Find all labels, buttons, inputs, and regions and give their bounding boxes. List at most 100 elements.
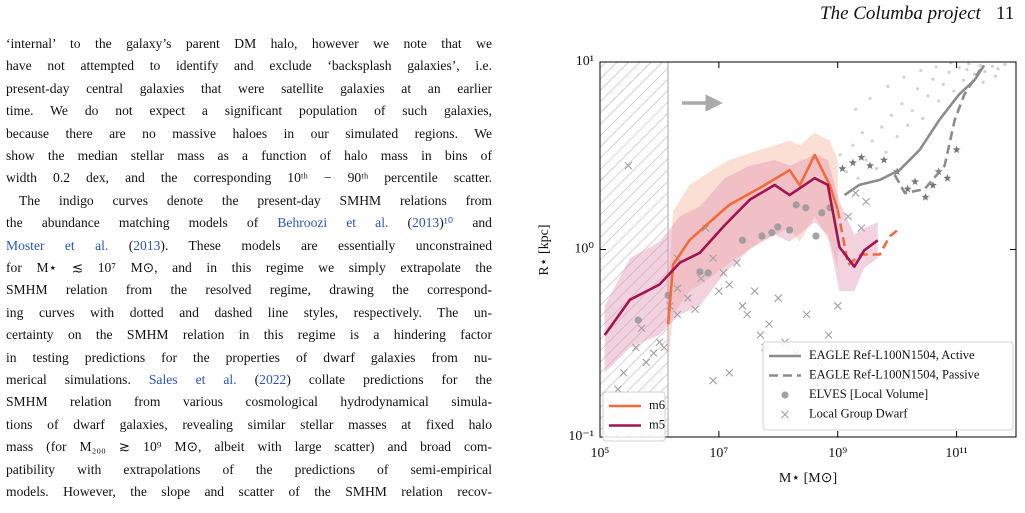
text-line: Moster et al. (2013). These models are e…: [6, 238, 492, 254]
marker: [833, 302, 842, 310]
marker: [725, 280, 734, 289]
citation-link[interactable]: 2013: [412, 215, 440, 231]
marker: [691, 305, 700, 314]
text-span: (: [108, 237, 134, 253]
marker: [844, 170, 848, 174]
marker: [874, 167, 879, 171]
citation-link[interactable]: Moster et al.: [6, 237, 109, 253]
legend-label: Local Group Dwarf: [809, 406, 908, 420]
marker: [812, 232, 820, 240]
text-line: time. We do not expect a significant pop…: [6, 103, 492, 119]
citation-link[interactable]: ¹⁰: [443, 215, 454, 231]
marker: [851, 189, 860, 197]
marker: [934, 65, 938, 69]
marker: [725, 368, 734, 377]
marker: [895, 135, 899, 139]
marker: [921, 193, 930, 201]
marker: [961, 78, 965, 82]
text-line: SMHM relation from various cosmological …: [6, 394, 492, 410]
marker: [743, 310, 752, 319]
marker: [996, 67, 1000, 71]
marker: [732, 258, 741, 267]
marker: [900, 101, 904, 106]
text-line: in testing predictions for the propertie…: [6, 349, 492, 365]
marker: [889, 113, 893, 117]
marker: [701, 224, 710, 233]
marker: [857, 224, 866, 233]
marker: [965, 68, 969, 72]
text-span: (: [388, 215, 413, 231]
marker: [972, 72, 977, 76]
marker: [750, 287, 759, 295]
text-line: patibility with extrapolations of the pr…: [6, 461, 492, 477]
marker: [704, 269, 712, 277]
x-tick-label: 10⁹: [828, 446, 847, 461]
citation-link[interactable]: Sales et al.: [148, 372, 237, 387]
marker: [993, 74, 997, 78]
legend-marker: [781, 391, 789, 399]
marker: [709, 376, 717, 385]
x-tick-label: 10¹¹: [945, 446, 967, 461]
marker: [952, 89, 956, 93]
x-tick-label: 10⁷: [709, 446, 728, 461]
marker: [915, 87, 920, 91]
legend-label: m6: [649, 398, 665, 412]
marker: [902, 75, 906, 79]
marker: [785, 226, 794, 234]
marker: [937, 99, 941, 103]
marker: [864, 158, 868, 162]
marker: [856, 176, 860, 180]
marker: [838, 153, 842, 157]
unresolved-hatch: [600, 62, 668, 437]
text-line: for M⋆ ≲ 10⁷ M⊙, and in this regime we s…: [6, 260, 492, 275]
text-line: show the median stellar mass as a functi…: [6, 148, 492, 163]
text-span: (: [236, 372, 260, 387]
legend-label: EAGLE Ref-L100N1504, Passive: [809, 367, 980, 381]
marker: [952, 145, 961, 154]
marker: [660, 343, 669, 352]
line: [893, 69, 982, 195]
citation-link[interactable]: 2022: [259, 372, 287, 387]
marker: [860, 131, 864, 135]
text-line: present-day central galaxies that were s…: [6, 80, 492, 96]
marker: [880, 155, 888, 164]
marker: [978, 63, 982, 67]
marker: [848, 158, 857, 167]
marker: [649, 349, 658, 358]
running-title: The Columba project: [820, 3, 981, 24]
y-axis-label: R⋆ [kpc]: [537, 224, 552, 275]
marker: [774, 294, 783, 303]
marker: [990, 64, 994, 68]
marker: [673, 310, 682, 319]
citation-link[interactable]: Behroozi et al.: [277, 215, 389, 231]
text-line: tions of dwarf galaxies, revealing simil…: [6, 416, 492, 432]
marker: [624, 161, 633, 170]
y-tick-label: 10¹: [576, 54, 594, 69]
marker: [756, 331, 765, 339]
marker: [866, 161, 874, 170]
x-tick-label: 10⁵: [591, 446, 610, 461]
marker: [738, 302, 747, 310]
marker: [774, 223, 782, 231]
marker: [844, 212, 853, 221]
text-line: models. However, the slope and scatter o…: [6, 484, 492, 499]
legend-frame: [762, 341, 1014, 431]
marker: [824, 331, 833, 339]
text-line: ing curves with dotted and dashed line s…: [6, 304, 492, 320]
band: [604, 154, 878, 373]
text-line: certainty on the SMHM relation in this r…: [6, 327, 492, 343]
marker: [941, 82, 945, 86]
marker: [868, 96, 872, 100]
marker: [619, 368, 628, 377]
marker: [921, 116, 925, 121]
marker: [758, 232, 766, 240]
marker: [697, 274, 705, 283]
marker: [738, 236, 747, 244]
citation-link[interactable]: 2013: [133, 237, 161, 253]
legend-label: ELVES [Local Volume]: [809, 387, 928, 401]
marker: [851, 143, 855, 147]
x-axis-label: M⋆ [M⊙]: [779, 471, 837, 486]
plot-area: [603, 61, 1007, 408]
legend-frame: [602, 391, 666, 442]
